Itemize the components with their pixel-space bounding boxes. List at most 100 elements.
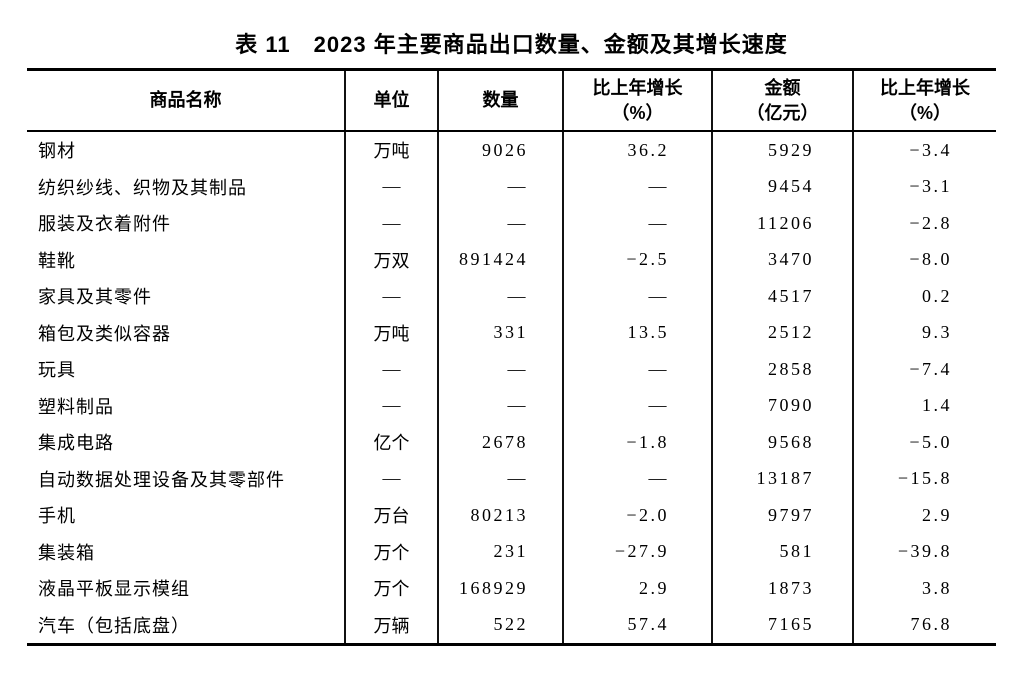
cell-value-growth: 1.4 <box>852 387 996 424</box>
cell-value-growth: −15.8 <box>852 460 996 497</box>
table-row: 家具及其零件 — — —4517 0.2 <box>27 278 996 315</box>
cell-value: 11206 <box>711 205 853 242</box>
cell-value: 13187 <box>711 460 853 497</box>
table-title: 表 11 2023 年主要商品出口数量、金额及其增长速度 <box>235 32 788 57</box>
table-row: 玩具 — — —2858 −7.4 <box>27 351 996 388</box>
cell-value-growth: 76.8 <box>852 606 996 645</box>
cell-value: 7165 <box>711 606 853 645</box>
cell-commodity-name: 箱包及类似容器 <box>38 323 171 344</box>
table-row: 塑料制品 — — —7090 1.4 <box>27 387 996 424</box>
cell-unit: — <box>344 351 438 388</box>
cell-quantity-growth: 2.9 <box>562 570 712 607</box>
cell-quantity: 522 <box>437 606 563 645</box>
cell-value-growth: 9.3 <box>852 314 996 351</box>
cell-commodity-name: 玩具 <box>38 360 76 381</box>
cell-quantity: 331 <box>437 314 563 351</box>
cell-quantity-growth: — <box>562 278 712 315</box>
header-quantity: 数量 <box>437 69 563 132</box>
cell-value: 7090 <box>711 387 853 424</box>
cell-unit: — <box>344 460 438 497</box>
cell-quantity: 891424 <box>437 241 563 278</box>
header-label: 单位 <box>373 90 410 110</box>
cell-quantity: 9026 <box>437 131 563 169</box>
header-commodity-name: 商品名称 <box>27 69 345 132</box>
cell-value: 3470 <box>711 241 853 278</box>
cell-value-growth: −5.0 <box>852 424 996 461</box>
cell-commodity-name: 集装箱 <box>38 542 95 563</box>
cell-commodity-name: 塑料制品 <box>38 396 114 417</box>
cell-quantity-growth: −1.8 <box>562 424 712 461</box>
cell-quantity-growth: −27.9 <box>562 533 712 570</box>
cell-value: 9454 <box>711 168 853 205</box>
cell-value: 9568 <box>711 424 853 461</box>
cell-commodity-name: 鞋靴 <box>38 250 76 271</box>
cell-value-growth: −3.4 <box>852 131 996 169</box>
cell-quantity: 168929 <box>437 570 563 607</box>
cell-quantity-growth: — <box>562 205 712 242</box>
table-row: 箱包及类似容器 万吨 331 13.5 2512 9.3 <box>27 314 996 351</box>
header-unit: 单位 <box>344 69 438 132</box>
table-row: 鞋靴 万双 891424 −2.5 3470 −8.0 <box>27 241 996 278</box>
cell-quantity-growth: 36.2 <box>562 131 712 169</box>
cell-commodity-name: 液晶平板显示模组 <box>38 579 190 600</box>
cell-value: 4517 <box>711 278 853 315</box>
cell-quantity: 2678 <box>437 424 563 461</box>
cell-value-growth: 2.9 <box>852 497 996 534</box>
cell-unit: 万双 <box>344 241 438 278</box>
cell-unit: — <box>344 387 438 424</box>
table-row: 服装及衣着附件 — — —11206 −2.8 <box>27 205 996 242</box>
cell-commodity-name: 钢材 <box>38 141 76 162</box>
header-sublabel: （亿元） <box>746 102 819 123</box>
header-label: 比上年增长 <box>592 77 683 98</box>
cell-quantity: — <box>437 205 563 242</box>
header-sublabel: （%） <box>611 102 664 123</box>
header-value-growth: 比上年增长 （%） <box>852 69 996 132</box>
cell-quantity: — <box>437 387 563 424</box>
table-row: 纺织纱线、织物及其制品 — — —9454 −3.1 <box>27 168 996 205</box>
table-row: 手机 万台 80213 −2.0 9797 2.9 <box>27 497 996 534</box>
header-label: 金额 <box>764 77 801 98</box>
cell-unit: 万吨 <box>344 314 438 351</box>
table-row: 钢材 万吨 9026 36.2 5929 −3.4 <box>27 131 996 169</box>
cell-value: 5929 <box>711 131 853 169</box>
cell-quantity-growth: 13.5 <box>562 314 712 351</box>
cell-unit: — <box>344 168 438 205</box>
cell-commodity-name: 纺织纱线、织物及其制品 <box>38 177 247 198</box>
cell-commodity-name: 家具及其零件 <box>38 287 152 308</box>
cell-commodity-name: 服装及衣着附件 <box>38 214 171 235</box>
cell-value-growth: −8.0 <box>852 241 996 278</box>
cell-quantity-growth: — <box>562 387 712 424</box>
cell-quantity-growth: −2.0 <box>562 497 712 534</box>
cell-unit: — <box>344 278 438 315</box>
header-label: 商品名称 <box>149 90 222 110</box>
cell-value-growth: 3.8 <box>852 570 996 607</box>
cell-unit: 万吨 <box>344 131 438 169</box>
cell-value-growth: −3.1 <box>852 168 996 205</box>
cell-value: 2858 <box>711 351 853 388</box>
cell-value: 2512 <box>711 314 853 351</box>
cell-unit: 万个 <box>344 533 438 570</box>
cell-value-growth: −2.8 <box>852 205 996 242</box>
cell-quantity-growth: 57.4 <box>562 606 712 645</box>
header-row: 商品名称 单位 数量 比上年增长 （%） 金额 （亿元） <box>27 69 996 132</box>
cell-value: 581 <box>711 533 853 570</box>
cell-commodity-name: 集成电路 <box>38 433 114 454</box>
table-row: 液晶平板显示模组 万个 168929 2.9 1873 3.8 <box>27 570 996 607</box>
cell-unit: 万辆 <box>344 606 438 645</box>
table-body: 钢材 万吨 9026 36.2 5929 −3.4 纺织纱线、织物及其制品 — — —9454 −3… <box>27 131 996 645</box>
cell-unit: 亿个 <box>344 424 438 461</box>
cell-commodity-name: 手机 <box>38 506 76 527</box>
header-label: 比上年增长 <box>880 77 970 98</box>
table-header: 商品名称 单位 数量 比上年增长 （%） 金额 （亿元） <box>27 69 996 132</box>
header-value: 金额 （亿元） <box>711 69 853 132</box>
cell-unit: 万台 <box>344 497 438 534</box>
cell-quantity-growth: — <box>562 351 712 388</box>
cell-quantity: — <box>437 351 563 388</box>
cell-unit: — <box>344 205 438 242</box>
cell-commodity-name: 汽车（包括底盘） <box>38 615 190 636</box>
table-row: 汽车（包括底盘） 万辆 522 57.4 7165 76.8 <box>27 606 996 645</box>
cell-quantity: — <box>437 460 563 497</box>
cell-quantity-growth: — <box>562 460 712 497</box>
cell-quantity: — <box>437 278 563 315</box>
